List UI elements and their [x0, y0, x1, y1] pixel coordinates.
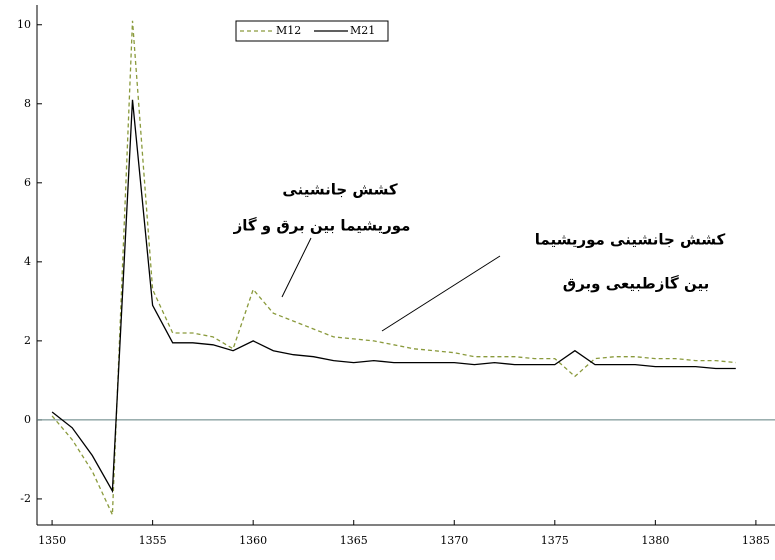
x-tick-label: 1385	[742, 534, 770, 547]
y-tick-label: 4	[24, 255, 31, 268]
annotation: بین گازطبیعی وبرق	[563, 275, 709, 293]
annotation: موریشیما بین برق و گاز	[233, 217, 411, 235]
leader-line	[282, 238, 311, 297]
series-line	[52, 100, 736, 491]
series-line	[52, 21, 736, 515]
legend-label: M21	[350, 24, 375, 37]
x-tick-label: 1365	[340, 534, 368, 547]
x-tick-label: 1350	[38, 534, 66, 547]
annotation: کشش جانشینی	[282, 181, 397, 199]
x-tick-label: 1370	[440, 534, 468, 547]
y-tick-label: -2	[20, 492, 31, 505]
y-tick-label: 8	[24, 97, 31, 110]
legend-label: M12	[276, 24, 301, 37]
x-tick-label: 1375	[541, 534, 569, 547]
leader-line	[382, 256, 500, 331]
chart: -2 0 2 4 6 8 10 1350 1355 1360 1365 1370 1375 1380 138…	[0, 0, 775, 556]
y-tick-label: 2	[24, 334, 31, 347]
y-tick-label: 10	[17, 18, 31, 31]
y-tick-label: 6	[24, 176, 31, 189]
x-tick-label: 1360	[239, 534, 267, 547]
annotation: کشش جانشینی موریشیما	[535, 231, 726, 249]
x-tick-label: 1355	[139, 534, 167, 547]
y-tick-label: 0	[24, 413, 31, 426]
x-tick-label: 1380	[641, 534, 669, 547]
